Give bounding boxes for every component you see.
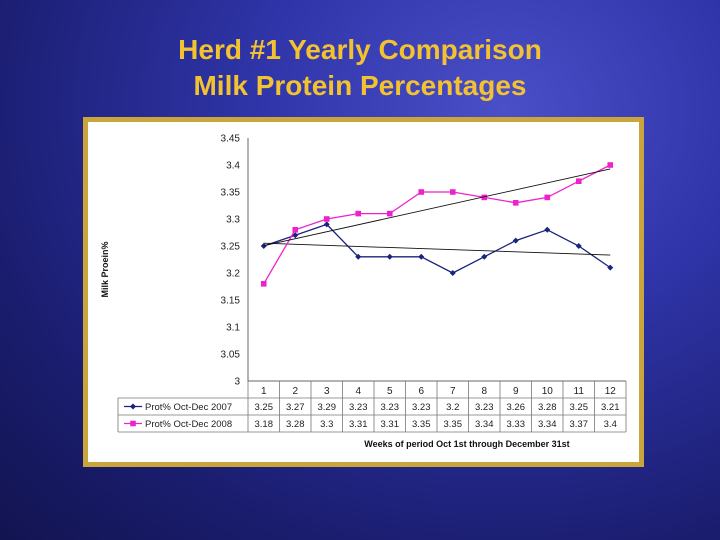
- series-2-data-label: 3.31: [381, 419, 400, 430]
- slide-title: Herd #1 Yearly Comparison Milk Protein P…: [0, 32, 720, 104]
- series-1-point: [481, 253, 488, 260]
- x-axis-title: Weeks of period Oct 1st through December…: [364, 439, 569, 449]
- series-1-point: [260, 243, 267, 249]
- x-tick-label: 6: [418, 386, 424, 397]
- series-1-data-label: 3.23: [475, 402, 494, 413]
- series-1-point: [544, 226, 551, 233]
- series-1-data-label: 3.2: [446, 402, 459, 413]
- series-2-point: [607, 162, 614, 168]
- series-2-point: [512, 200, 519, 206]
- x-tick-label: 4: [355, 386, 361, 397]
- series-2-data-label: 3.3: [320, 419, 333, 430]
- series-1-point: [449, 270, 456, 276]
- series-1-legend-marker: [130, 403, 136, 410]
- series-2-data-label: 3.4: [604, 419, 617, 430]
- series-2-point: [544, 194, 551, 201]
- x-tick-label: 12: [605, 386, 617, 397]
- x-tick-label: 5: [387, 386, 393, 397]
- series-1-data-label: 3.25: [570, 402, 589, 413]
- series-2-legend-marker: [130, 420, 136, 427]
- y-tick-label: 3.45: [221, 134, 241, 145]
- series-2-line: [263, 164, 611, 285]
- series-2-point: [355, 210, 362, 217]
- series-1-point: [575, 243, 582, 249]
- series-1-point: [292, 232, 299, 239]
- series-1-line: [263, 223, 611, 274]
- x-tick-label: 3: [324, 386, 330, 397]
- y-tick-label: 3.25: [221, 242, 241, 253]
- series-1-data-label: 3.23: [349, 402, 368, 413]
- x-tick-label: 9: [513, 386, 519, 397]
- x-tick-label: 7: [450, 386, 456, 397]
- series-2-point: [449, 189, 456, 195]
- series-2-data-label: 3.34: [475, 419, 494, 430]
- y-tick-label: 3.4: [226, 161, 240, 172]
- y-tick-label: 3.3: [226, 215, 240, 226]
- y-tick-label: 3: [234, 377, 240, 388]
- series-2-data-label: 3.28: [286, 419, 305, 430]
- y-axis-title: Milk Proein%: [100, 241, 110, 297]
- x-tick-label: 2: [292, 386, 298, 397]
- series-2-data-label: 3.35: [412, 419, 431, 430]
- series-1-point: [386, 253, 393, 260]
- title-line-1: Herd #1 Yearly Comparison: [178, 34, 542, 65]
- series-2-point: [386, 210, 393, 217]
- chart-frame: 3 3.05 3.1 3.15 3.2 3.25 3.3 3.35 3.4 3.45 Milk Pr…: [83, 117, 644, 467]
- series-1-trendline: [263, 242, 611, 256]
- series-1-point: [323, 221, 330, 228]
- series-1-data-label: 3.23: [381, 402, 400, 413]
- y-tick-label: 3.35: [221, 188, 241, 199]
- series-2-point: [292, 227, 299, 233]
- x-tick-label: 8: [481, 386, 487, 397]
- series-2-data-label: 3.33: [507, 419, 526, 430]
- series-1-legend-label: Prot% Oct-Dec 2007: [145, 402, 232, 413]
- series-2-point: [481, 194, 488, 201]
- series-1-data-label: 3.23: [412, 402, 431, 413]
- y-tick-label: 3.05: [221, 350, 241, 361]
- series-1-data-label: 3.21: [601, 402, 620, 413]
- series-1-point: [355, 253, 362, 260]
- series-2-data-label: 3.35: [444, 419, 463, 430]
- series-1-data-label: 3.26: [507, 402, 526, 413]
- series-1-point: [512, 237, 519, 244]
- series-2-point: [323, 216, 330, 222]
- chart-area: 3 3.05 3.1 3.15 3.2 3.25 3.3 3.35 3.4 3.45 Milk Pr…: [88, 122, 639, 462]
- series-1-data-label: 3.25: [255, 402, 274, 413]
- series-2-data-label: 3.37: [570, 419, 589, 430]
- series-1-point: [607, 264, 614, 271]
- series-2-point: [418, 189, 425, 195]
- series-2-legend-label: Prot% Oct-Dec 2008: [145, 419, 232, 430]
- y-tick-label: 3.1: [226, 323, 240, 334]
- x-tick-label: 10: [542, 386, 554, 397]
- series-2-data-label: 3.34: [538, 419, 557, 430]
- series-1-data-label: 3.28: [538, 402, 557, 413]
- series-1-data-label: 3.27: [286, 402, 305, 413]
- series-2-data-label: 3.31: [349, 419, 368, 430]
- x-tick-label: 1: [261, 386, 267, 397]
- series-2-point: [575, 178, 582, 184]
- series-1-data-label: 3.29: [318, 402, 337, 413]
- x-tick-label: 11: [574, 386, 585, 397]
- y-tick-label: 3.2: [226, 269, 240, 280]
- y-tick-label: 3.15: [221, 296, 241, 307]
- series-1-point: [418, 253, 425, 260]
- series-2-point: [260, 281, 267, 287]
- series-2-trendline: [263, 168, 611, 247]
- title-line-2: Milk Protein Percentages: [193, 70, 527, 101]
- series-2-data-label: 3.18: [255, 419, 274, 430]
